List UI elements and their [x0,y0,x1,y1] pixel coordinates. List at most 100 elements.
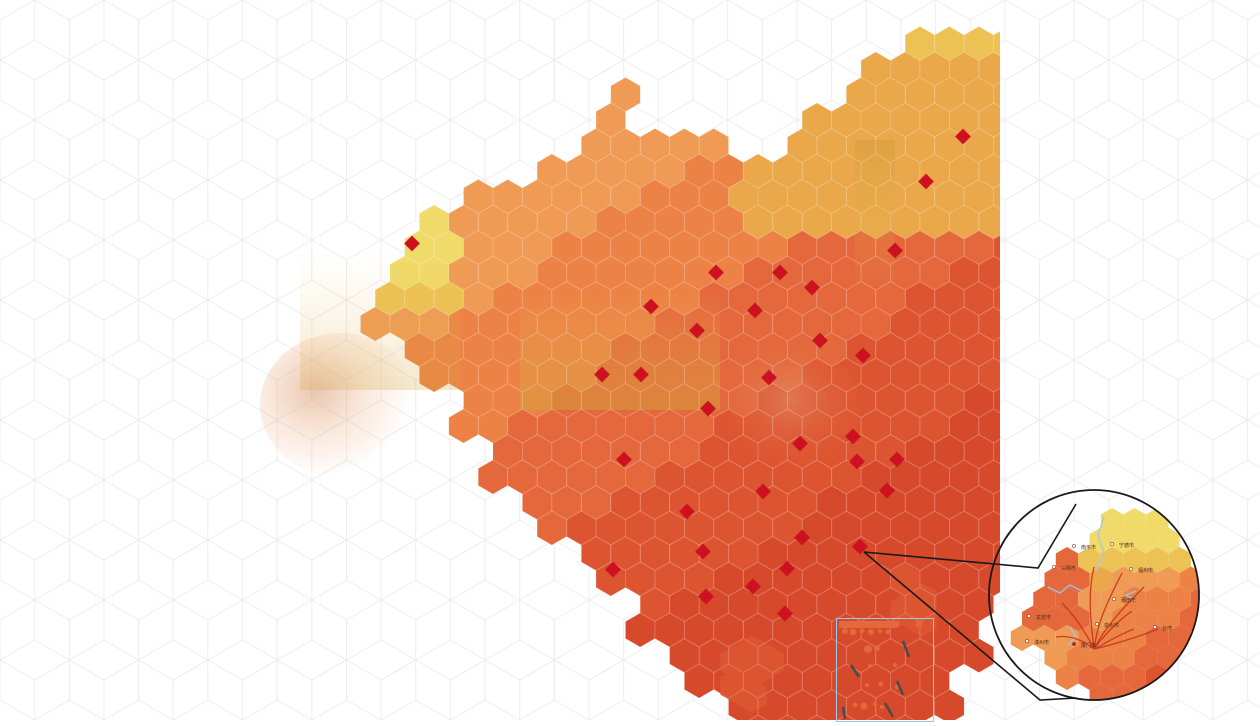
map-hex-tile [728,536,759,571]
map-hex-tile [1008,103,1037,137]
city-label-shen-zhen[interactable] [745,578,761,595]
map-hex-tile [787,587,817,622]
inset-hex-tile [1089,566,1113,593]
map-hex-tile [772,307,803,341]
map-hex-tile [493,281,523,316]
city-label-tianjin[interactable] [804,279,820,296]
map-hex-tile [684,511,714,545]
city-label-wuhan[interactable] [755,483,771,500]
city-label-hefei[interactable] [792,435,808,452]
map-hex-tile [964,281,994,316]
map-hex-tile [816,179,847,214]
city-label-huhehaote[interactable] [708,264,724,281]
city-label-xining[interactable] [594,366,610,383]
inset-hex-tile [1123,586,1146,612]
city-label-chongqing[interactable] [679,503,695,520]
map-hex-tile [610,536,641,571]
city-label-nanjing[interactable] [845,428,861,445]
map-hex-tile [890,256,920,290]
city-label-beijing[interactable] [772,264,788,281]
city-label-haerbin[interactable] [955,128,971,145]
city-label-shijiazhuang[interactable] [747,302,763,319]
map-hex-tile [684,205,714,239]
map-hex-tile [743,307,773,341]
map-hex-tile [949,52,979,86]
city-label-lanzhou[interactable] [633,366,649,383]
city-label-jinan[interactable] [812,332,828,349]
map-hex-tile [934,638,965,673]
map-hex-tile [861,358,891,392]
city-label-wulumuqi[interactable] [404,235,420,252]
map-hex-tile [802,613,832,647]
map-hex-tile [993,133,1000,158]
map-hex-tile [964,383,994,418]
city-label-qingdao[interactable] [855,347,871,364]
map-hex-tile [896,715,914,720]
city-label-chengdu[interactable] [616,451,632,468]
inset-city-label: 台湾 [1162,625,1172,632]
map-hex-tile [934,689,965,720]
map-hex-tile [566,460,597,494]
map-hex-tile [949,562,979,596]
city-label-hong-kong[interactable] [777,605,793,622]
map-hex-tile [699,230,729,265]
inset-hex-tile [1100,625,1124,651]
inset-hex-tile [1055,664,1079,690]
map-hex-tile [905,536,935,571]
inset-hex-tile [1078,547,1101,573]
city-label-guangzhou[interactable] [779,560,795,577]
map-hex-tile [654,613,685,647]
map-hex-tile [507,409,538,443]
map-hex-tile [699,434,729,469]
city-label-kunming[interactable] [605,561,621,578]
inset-hex-tile [1123,664,1146,690]
map-hex-tile [978,409,1000,443]
map-hex-tile [478,409,508,443]
map-hex-tile [669,638,700,673]
map-hex-tile [802,460,832,494]
map-hex-tile [890,103,920,137]
map-hex-tile [831,460,862,494]
map-hex-tile [964,638,994,673]
map-hex-tile [890,154,920,188]
city-label-yinchuan[interactable] [643,298,659,315]
photo-texture-overlay [260,140,895,477]
map-hex-tile [949,409,979,443]
inset-hex-tile [1112,644,1135,671]
city-label-shenyang[interactable] [887,242,903,259]
map-hex-tile [654,562,685,596]
inset-hex-tile [1123,547,1146,573]
city-label-nanchang[interactable] [794,529,810,546]
map-hex-tile [596,460,626,494]
city-label-nanning[interactable] [698,588,714,605]
map-hex-tile [890,563,920,597]
map-hex-tile [669,128,700,163]
map-hex-tile [713,307,744,341]
map-hex-tile [993,388,1000,413]
map-hex-tile [493,179,523,214]
map-hex-tile [934,485,965,520]
map-hex-tile [978,52,1000,86]
inset-hex-tile [1078,586,1101,612]
city-label-gui-yang[interactable] [695,543,711,560]
map-hex-tile [890,52,920,86]
city-label-changchun[interactable] [918,173,934,190]
city-label-su-zhou[interactable] [849,453,865,470]
inset-city-dot [1072,642,1076,646]
city-label-zhengzhou[interactable] [761,369,777,386]
map-hex-tile [890,460,920,494]
map-hex-tile [640,587,670,622]
map-hex-tile [919,307,950,341]
inset-city-dot [1153,625,1157,629]
map-hex-tile [1008,307,1037,341]
map-hex-tile [802,154,832,188]
map-hex-tile [713,562,744,596]
city-label-shanghai[interactable] [889,451,905,468]
city-label-taiyuan[interactable] [689,322,705,339]
inset-hex-tile [1010,625,1034,651]
city-label-xian[interactable] [700,400,716,417]
map-hex-tile [448,205,479,239]
map-hex-tile [463,230,493,265]
map-hex-tile [978,511,1000,545]
